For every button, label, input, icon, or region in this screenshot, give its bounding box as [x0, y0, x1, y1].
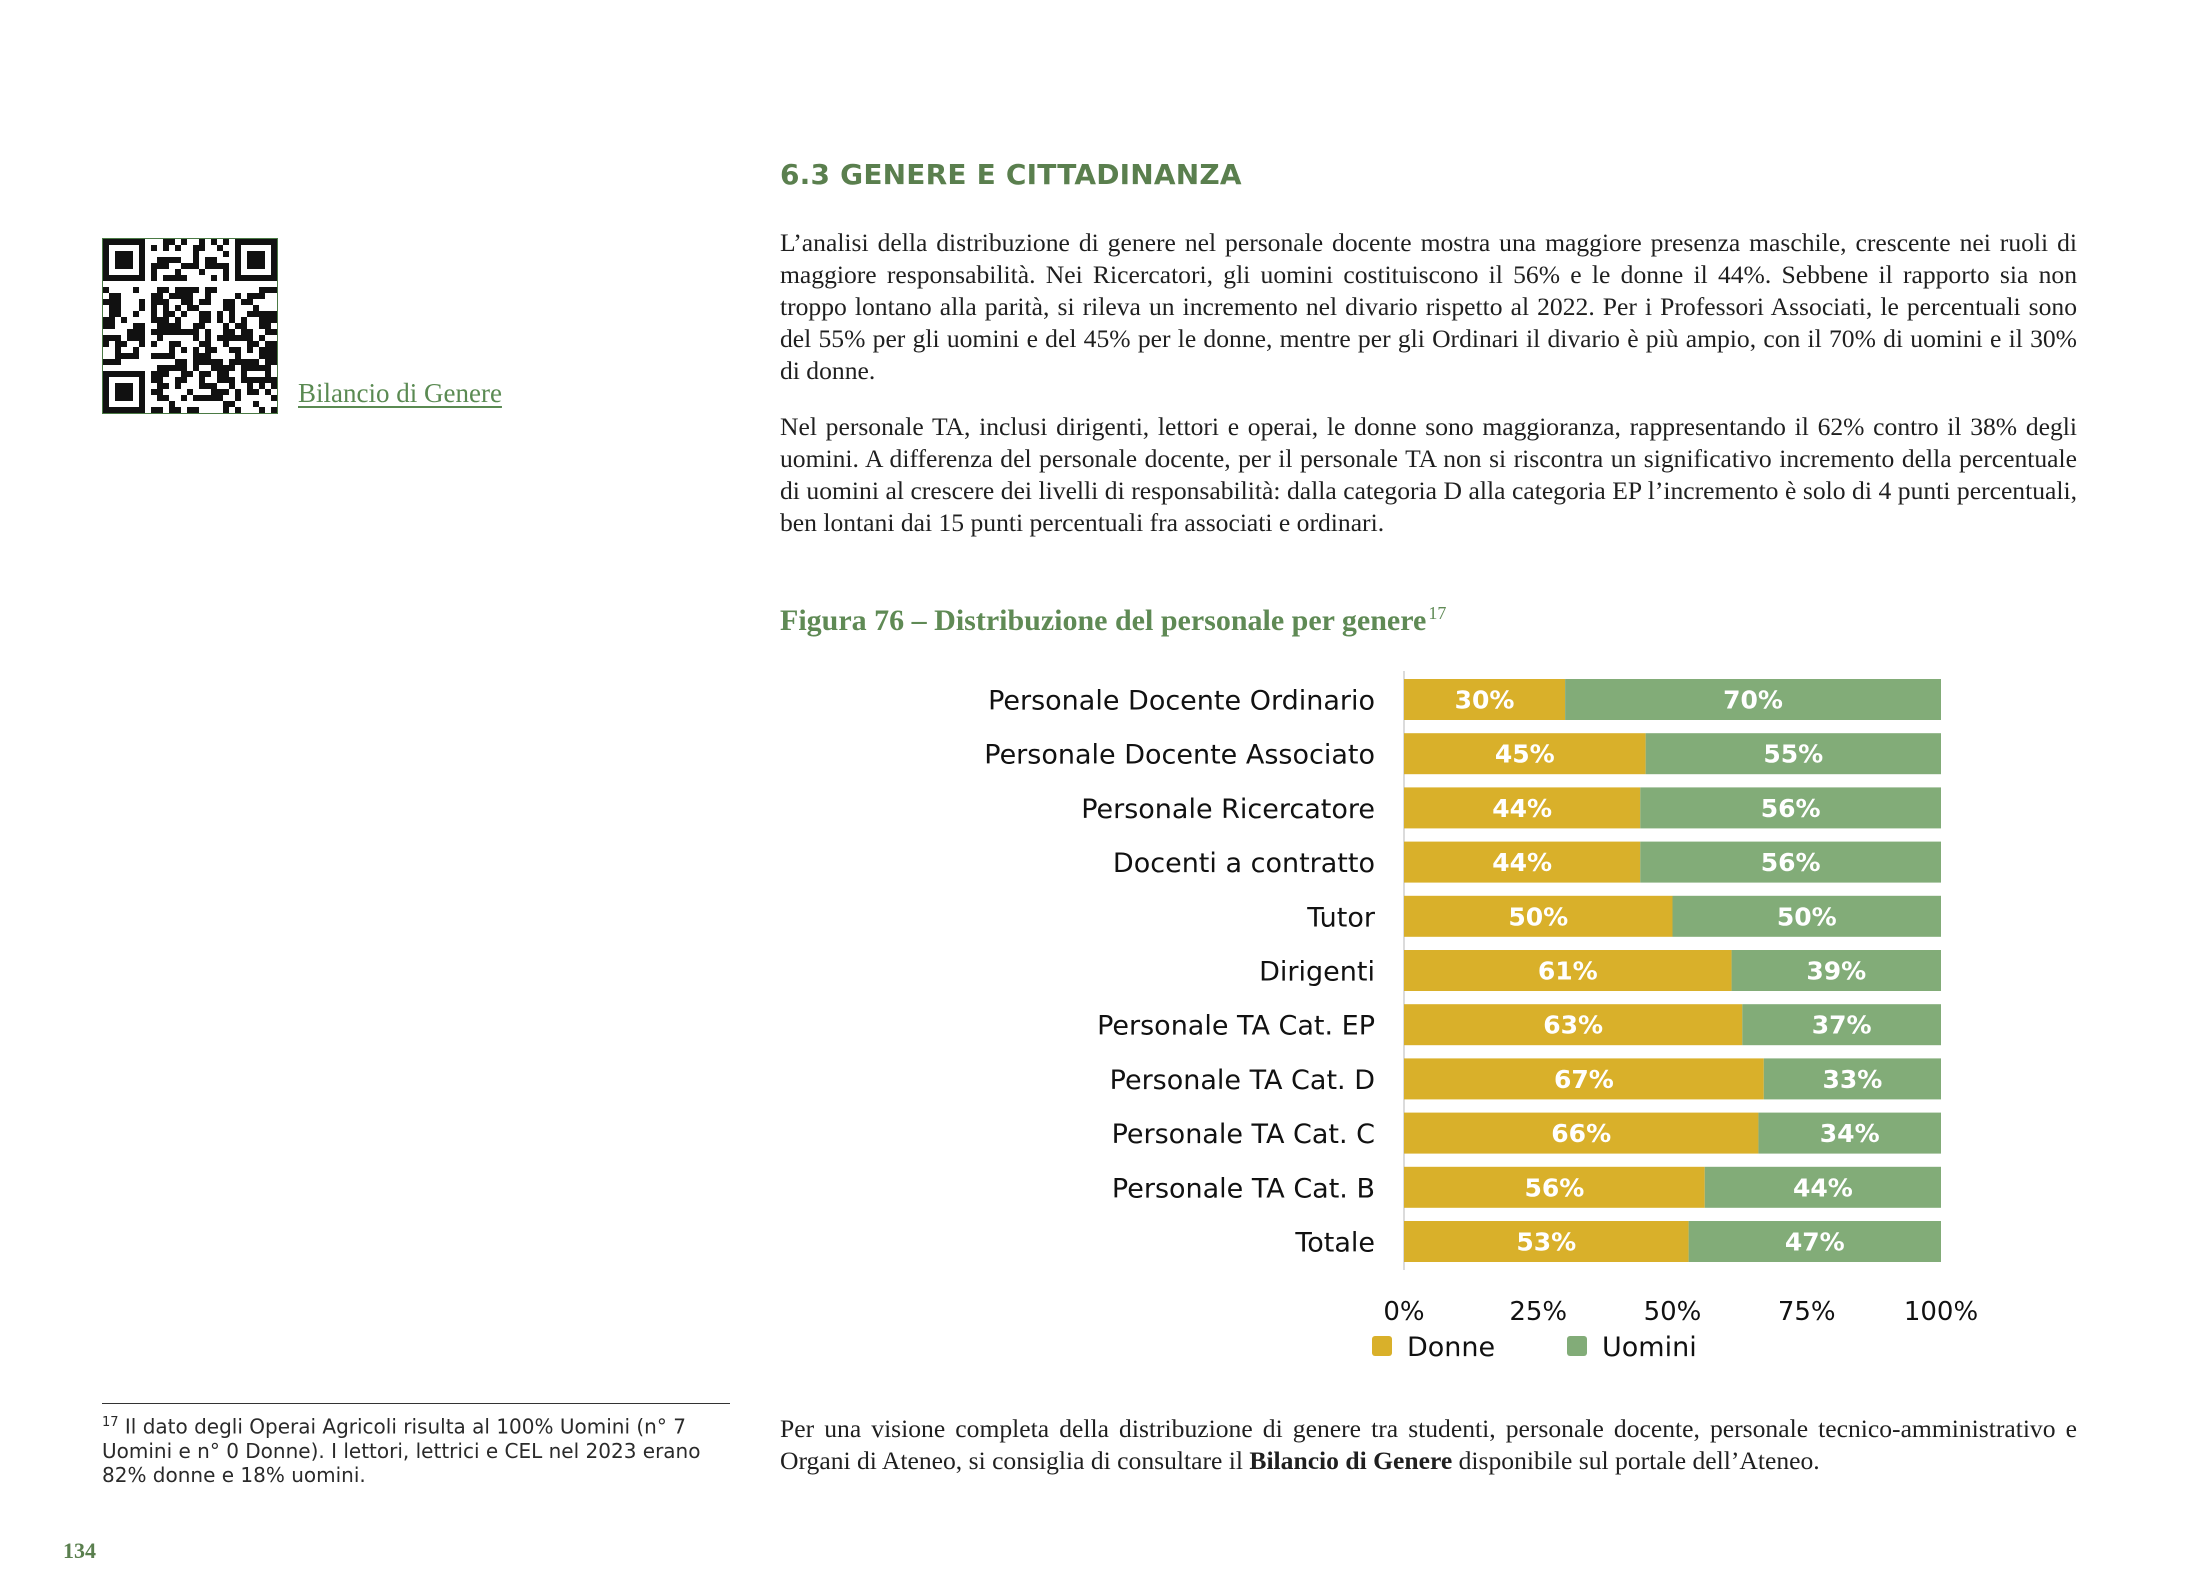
- legend-swatch-donne: [1372, 1336, 1392, 1356]
- category-label-personale-ta-cat-c: Personale TA Cat. C: [1112, 1119, 1375, 1150]
- bar-donne-personale-ta-cat-d: [1404, 1058, 1764, 1100]
- data-label-uomini-totale: 47%: [1785, 1228, 1845, 1257]
- x-tick-75-3: 75%: [1778, 1297, 1836, 1327]
- legend-label-donne: Donne: [1407, 1332, 1495, 1363]
- data-label-donne-personale-docente-associato: 45%: [1495, 740, 1555, 769]
- data-label-donne-personale-docente-ordinario: 30%: [1455, 686, 1515, 715]
- data-label-uomini-personale-docente-associato: 55%: [1763, 740, 1823, 769]
- data-label-donne-personale-ta-cat-c: 66%: [1551, 1119, 1611, 1148]
- bar-uomini-docenti-a-contratto: [1640, 841, 1941, 883]
- bar-uomini-personale-ta-cat-d: [1763, 1058, 1941, 1100]
- bar-donne-totale: [1404, 1221, 1689, 1262]
- qr-code-icon[interactable]: [102, 238, 278, 414]
- legend-swatch-uomini: [1567, 1336, 1587, 1356]
- page-number: 134: [63, 1538, 96, 1563]
- category-label-dirigenti: Dirigenti: [1259, 957, 1375, 988]
- bar-donne-personale-docente-associato: [1404, 733, 1646, 775]
- category-label-personale-docente-ordinario: Personale Docente Ordinario: [988, 686, 1375, 717]
- data-label-uomini-personale-ta-cat-d: 33%: [1822, 1065, 1882, 1094]
- footnote-text: Il dato degli Operai Agricoli risulta al…: [102, 1414, 701, 1487]
- data-label-donne-personale-ta-cat-d: 67%: [1554, 1065, 1614, 1094]
- ta-paragraph: Nel personale TA, inclusi dirigenti, let…: [780, 412, 2077, 537]
- data-label-donne-docenti-a-contratto: 44%: [1492, 848, 1552, 877]
- closing-text-bold: Bilancio di Genere: [1249, 1446, 1453, 1475]
- bar-donne-personale-ta-cat-c: [1404, 1112, 1759, 1154]
- x-tick-50-2: 50%: [1644, 1297, 1702, 1327]
- bar-uomini-personale-ta-cat-ep: [1742, 1004, 1941, 1046]
- data-label-donne-dirigenti: 61%: [1538, 957, 1598, 986]
- intro-paragraph: L’analisi della distribuzione di genere …: [780, 228, 2077, 385]
- legend-label-uomini: Uomini: [1602, 1332, 1697, 1363]
- bar-uomini-dirigenti: [1731, 950, 1941, 991]
- closing-text-before: Per una visione completa della distribuz…: [780, 1414, 2077, 1475]
- category-label-tutor: Tutor: [1306, 902, 1376, 933]
- data-label-uomini-docenti-a-contratto: 56%: [1761, 848, 1821, 877]
- bar-donne-dirigenti: [1404, 950, 1732, 991]
- data-label-donne-personale-ta-cat-ep: 63%: [1543, 1011, 1603, 1040]
- category-label-personale-docente-associato: Personale Docente Associato: [984, 740, 1375, 771]
- bar-uomini-totale: [1688, 1221, 1941, 1262]
- x-tick-25-1: 25%: [1509, 1297, 1567, 1327]
- data-label-uomini-personale-docente-ordinario: 70%: [1723, 686, 1783, 715]
- footnote-ref[interactable]: 17: [1428, 603, 1447, 623]
- bar-uomini-personale-docente-associato: [1645, 733, 1941, 775]
- bar-uomini-personale-docente-ordinario: [1565, 679, 1941, 720]
- bar-donne-personale-ta-cat-ep: [1404, 1004, 1743, 1046]
- footnote-rule: [102, 1403, 730, 1404]
- footnote: 17 Il dato degli Operai Agricoli risulta…: [102, 1411, 732, 1487]
- category-label-docenti-a-contratto: Docenti a contratto: [1113, 848, 1375, 879]
- bar-uomini-personale-ricercatore: [1640, 787, 1941, 829]
- data-label-donne-totale: 53%: [1516, 1228, 1576, 1257]
- data-label-uomini-personale-ricercatore: 56%: [1761, 794, 1821, 823]
- data-label-donne-personale-ricercatore: 44%: [1492, 794, 1552, 823]
- bar-uomini-personale-ta-cat-b: [1704, 1166, 1941, 1208]
- closing-paragraph: Per una visione completa della distribuz…: [780, 1413, 2077, 1477]
- category-label-personale-ricercatore: Personale Ricercatore: [1081, 794, 1375, 825]
- bar-uomini-tutor: [1672, 895, 1941, 937]
- category-label-totale: Totale: [1294, 1228, 1375, 1259]
- data-label-donne-personale-ta-cat-b: 56%: [1524, 1173, 1584, 1202]
- category-label-personale-ta-cat-d: Personale TA Cat. D: [1110, 1065, 1375, 1096]
- bar-donne-tutor: [1404, 895, 1673, 937]
- bar-donne-personale-docente-ordinario: [1404, 679, 1566, 720]
- x-tick-zero-0: 0%: [1383, 1297, 1424, 1327]
- x-tick-100-4: 100%: [1904, 1297, 1978, 1327]
- figure-caption: Figura 76 – Distribuzione del personale …: [780, 603, 1446, 638]
- data-label-uomini-personale-ta-cat-b: 44%: [1793, 1173, 1853, 1202]
- footnote-number: 17: [102, 1415, 119, 1430]
- bar-donne-personale-ta-cat-b: [1404, 1166, 1705, 1208]
- category-label-personale-ta-cat-b: Personale TA Cat. B: [1112, 1173, 1375, 1204]
- bar-donne-personale-ricercatore: [1404, 787, 1641, 829]
- data-label-donne-tutor: 50%: [1508, 902, 1568, 931]
- category-label-personale-ta-cat-ep: Personale TA Cat. EP: [1097, 1011, 1375, 1042]
- data-label-uomini-tutor: 50%: [1777, 902, 1837, 931]
- qr-code-graphic: [103, 239, 277, 413]
- bilancio-di-genere-link[interactable]: Bilancio di Genere: [298, 378, 502, 408]
- section-title: 6.3 GENERE E CITTADINANZA: [780, 158, 1242, 191]
- bar-uomini-personale-ta-cat-c: [1758, 1112, 1941, 1154]
- bar-donne-docenti-a-contratto: [1404, 841, 1641, 883]
- data-label-uomini-personale-ta-cat-c: 34%: [1820, 1119, 1880, 1148]
- data-label-uomini-dirigenti: 39%: [1806, 957, 1866, 986]
- closing-text-after: disponibile sul portale dell’Ateneo.: [1452, 1446, 1820, 1475]
- data-label-uomini-personale-ta-cat-ep: 37%: [1812, 1011, 1872, 1040]
- figure-caption-text: Figura 76 – Distribuzione del personale …: [780, 604, 1427, 637]
